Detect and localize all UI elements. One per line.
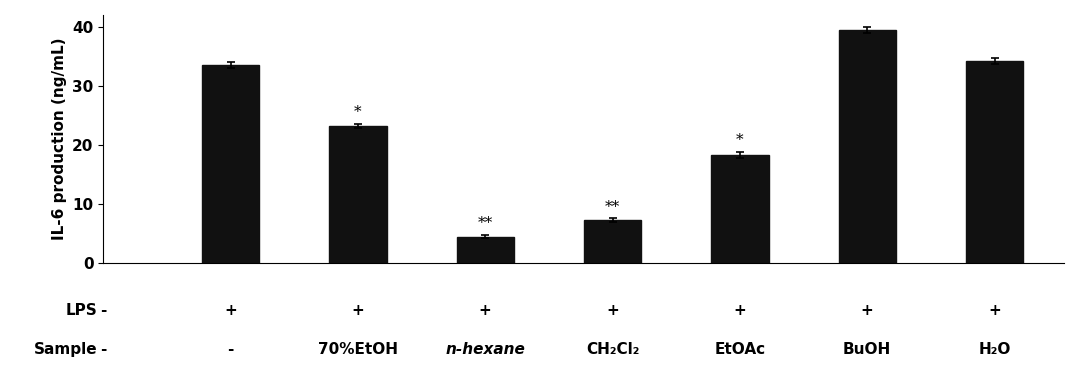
Text: +: + — [988, 303, 1001, 318]
Bar — [711, 155, 769, 263]
Bar — [584, 220, 641, 263]
Text: +: + — [861, 303, 873, 318]
Text: H₂O: H₂O — [978, 342, 1011, 357]
Bar — [838, 30, 896, 263]
Text: n-hexane: n-hexane — [445, 342, 526, 357]
Bar — [329, 126, 387, 263]
Text: BuOH: BuOH — [843, 342, 892, 357]
Text: *: * — [736, 133, 744, 147]
Text: Sample: Sample — [34, 342, 98, 357]
Text: *: * — [354, 105, 362, 119]
Bar — [456, 237, 514, 263]
Text: -: - — [227, 342, 233, 357]
Text: **: ** — [478, 216, 493, 230]
Text: -: - — [100, 342, 106, 357]
Text: LPS: LPS — [66, 303, 98, 318]
Text: **: ** — [605, 200, 620, 214]
Text: EtOAc: EtOAc — [715, 342, 766, 357]
Text: 70%EtOH: 70%EtOH — [318, 342, 397, 357]
Text: +: + — [606, 303, 619, 318]
Text: +: + — [479, 303, 492, 318]
Text: +: + — [733, 303, 746, 318]
Bar — [965, 61, 1023, 263]
Text: -: - — [100, 303, 106, 318]
Text: CH₂Cl₂: CH₂Cl₂ — [585, 342, 640, 357]
Y-axis label: IL-6 production (ng/mL): IL-6 production (ng/mL) — [51, 38, 66, 240]
Text: +: + — [352, 303, 364, 318]
Text: +: + — [224, 303, 237, 318]
Bar — [202, 65, 260, 263]
